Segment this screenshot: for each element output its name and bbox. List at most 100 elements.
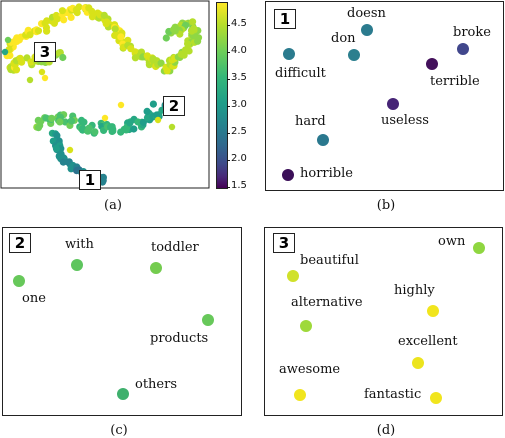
scatter-point: [130, 125, 138, 133]
scatter-point: [4, 36, 12, 44]
scatter-point: [124, 36, 132, 44]
point-fantastic: [430, 392, 442, 404]
scatter-point: [43, 17, 51, 25]
colorbar-tick-label: 3.0: [231, 98, 247, 110]
colorbar-tick-label: 4.0: [231, 44, 247, 56]
panel-a-scatter: 3 2 1: [0, 0, 212, 190]
colorbar-tick-mark: [227, 187, 230, 188]
label-others: others: [135, 377, 178, 392]
point-one: [13, 275, 25, 287]
scatter-point: [99, 175, 107, 183]
panel-b: 1 doesn don broke difficult terrible use…: [265, 1, 504, 191]
label-one: one: [22, 291, 46, 306]
label-don: don: [331, 31, 356, 46]
scatter-point: [88, 7, 96, 15]
label-toddler: toddler: [151, 240, 199, 255]
scatter-point: [59, 53, 67, 62]
scatter-point: [66, 146, 74, 154]
scatter-plot: [0, 0, 210, 189]
scatter-point: [143, 52, 151, 60]
scatter-point: [53, 15, 61, 23]
scatter-point: [13, 37, 21, 46]
scatter-point: [153, 111, 161, 119]
scatter-point: [53, 131, 61, 140]
scatter-point: [122, 126, 130, 134]
scatter-point: [143, 107, 151, 115]
label-doesn: doesn: [347, 6, 386, 21]
scatter-point: [149, 100, 157, 108]
scatter-point: [184, 40, 192, 48]
caption-c: (c): [110, 423, 128, 438]
scatter-point: [67, 13, 75, 21]
point-terrible: [426, 58, 438, 70]
colorbar-tick-label: 2.0: [231, 152, 247, 164]
scatter-point: [52, 144, 61, 153]
label-broke: broke: [453, 25, 491, 40]
point-doesn: [361, 24, 373, 36]
label-awesome: awesome: [279, 362, 341, 377]
scatter-point: [26, 76, 34, 84]
colorbar-tick-label: 2.5: [231, 125, 247, 137]
panel-a-tag-1: 1: [79, 170, 101, 190]
panel-d-tag: 3: [273, 233, 295, 253]
scatter-point: [162, 34, 170, 42]
scatter-point: [117, 33, 125, 41]
scatter-point: [139, 118, 147, 127]
scatter-point: [108, 123, 116, 131]
colorbar-tick-label: 4.5: [231, 17, 247, 29]
scatter-point: [18, 58, 26, 66]
scatter-point: [117, 128, 125, 136]
scatter-point: [102, 20, 110, 28]
panel-b-tag: 1: [274, 9, 296, 29]
colorbar-tick-mark: [227, 51, 230, 53]
label-difficult: difficult: [275, 66, 326, 81]
panel-d: 3 own beautiful highly alternative excel…: [264, 227, 503, 416]
scatter-point: [48, 114, 56, 122]
scatter-point: [170, 26, 178, 34]
colorbar-tick-label: 3.5: [231, 71, 247, 83]
point-don: [348, 49, 360, 61]
colorbar-tick-mark: [227, 105, 230, 107]
label-hard: hard: [295, 114, 326, 129]
scatter-point: [41, 74, 49, 82]
scatter-point: [154, 116, 162, 124]
point-hard: [317, 134, 329, 146]
scatter-point: [91, 128, 99, 136]
panel-c-tag: 2: [9, 233, 31, 253]
scatter-point: [131, 48, 139, 56]
point-beautiful: [287, 270, 299, 282]
colorbar-tick-mark: [227, 132, 230, 134]
caption-b: (b): [376, 198, 396, 213]
point-broke: [457, 43, 469, 55]
colorbar-tick-mark: [227, 159, 230, 161]
scatter-point: [34, 124, 43, 132]
scatter-point: [88, 13, 96, 21]
point-toddler: [150, 262, 162, 274]
colorbar-tick-label: 1.5: [231, 180, 247, 191]
scatter-point: [143, 114, 152, 122]
panel-c: 2 with toddler one products others: [2, 227, 242, 416]
scatter-point: [26, 31, 34, 39]
label-terrible: terrible: [430, 74, 480, 89]
label-fantastic: fantastic: [364, 387, 422, 402]
point-highly: [427, 305, 439, 317]
point-alternative: [300, 320, 312, 332]
scatter-point: [34, 27, 43, 35]
caption-a: (a): [104, 198, 122, 213]
label-useless: useless: [381, 113, 429, 128]
colorbar: [216, 2, 228, 189]
panel-a-tag-3: 3: [34, 42, 56, 62]
scatter-point: [117, 101, 125, 109]
scatter-point: [58, 7, 66, 15]
scatter-point: [27, 58, 35, 66]
label-with: with: [65, 237, 94, 252]
label-alternative: alternative: [291, 295, 363, 310]
scatter-point: [190, 24, 198, 33]
scatter-point: [68, 117, 76, 125]
label-products: products: [150, 331, 209, 346]
point-excellent: [412, 357, 424, 369]
scatter-point: [185, 47, 193, 55]
point-products: [202, 314, 214, 326]
point-difficult: [283, 48, 295, 60]
scatter-point: [60, 16, 68, 24]
